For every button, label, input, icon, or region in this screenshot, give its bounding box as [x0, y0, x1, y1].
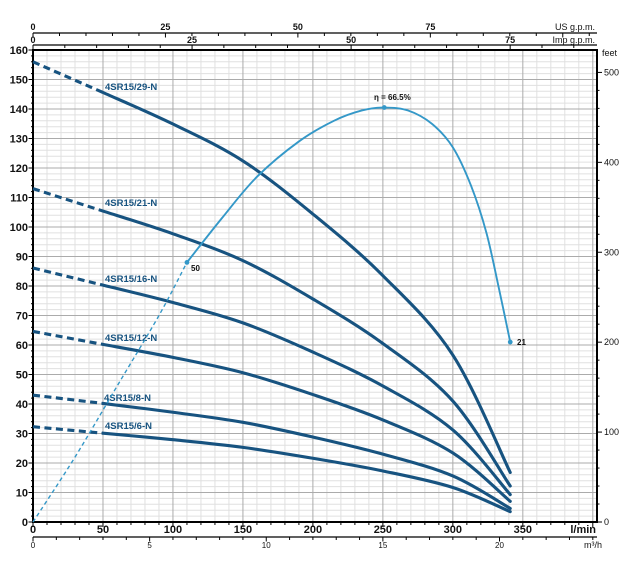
- axis-m3h: 0 5 10 15 20 m³/h: [31, 536, 602, 550]
- axis-meters-tick-label: 110: [10, 193, 28, 205]
- pump-curve-dashed-segment: [32, 425, 104, 435]
- axis-meters-tick-label: 50: [16, 370, 28, 382]
- axis-imp-gpm-tick-label: 0: [30, 35, 35, 45]
- axis-imp-gpm-unit-label: Imp g.p.m.: [552, 35, 595, 45]
- axis-us-gpm-tick-label: 75: [425, 22, 435, 32]
- pump-curve-dashed-segment: [32, 329, 104, 346]
- axis-meters-tick-label: 100: [10, 222, 28, 234]
- pump-curve-4sr15-16-n: 4SR15/16-N: [32, 266, 512, 497]
- axis-lmin-tick-label: 0: [30, 524, 36, 536]
- axis-meters-tick-label: 40: [16, 399, 28, 411]
- efficiency-curve: 50 η = 66.5% 21: [32, 93, 526, 523]
- axis-lmin-tick-label: 150: [234, 524, 252, 536]
- axis-meters-tick-label: 10: [16, 488, 28, 500]
- axis-meters-tick-label: 150: [10, 75, 28, 87]
- efficiency-annotation: 50: [191, 264, 200, 273]
- pump-curve-solid-segment: [101, 90, 512, 474]
- axis-lmin-tick-label: 200: [304, 524, 322, 536]
- efficiency-curve-solid-segment: [186, 106, 512, 343]
- axis-meters-tick-label: 80: [16, 281, 28, 293]
- axis-meters-tick-label: 130: [10, 134, 28, 146]
- axis-meters-tick-label: 160: [10, 45, 28, 57]
- efficiency-curve-dashed-segment: [32, 262, 188, 523]
- axis-meters-tick-label: 90: [16, 252, 28, 264]
- axis-lmin-tick-label: 100: [164, 524, 182, 536]
- pump-curve-4sr15-21-n: 4SR15/21-N: [32, 187, 512, 488]
- axis-feet-unit-label: feet: [602, 48, 618, 58]
- axis-m3h-tick-label: 20: [495, 541, 504, 550]
- axis-feet: 0 100 200 300 400 500 feet: [597, 48, 619, 527]
- efficiency-annotation: 21: [517, 338, 526, 347]
- axis-lmin: 0 50 100 150 200 250 300 350 l/min: [30, 522, 596, 536]
- axis-meters-tick-label: 120: [10, 163, 28, 175]
- efficiency-annotation: η = 66.5%: [374, 93, 411, 102]
- pump-curve-label: 4SR15/16-N: [105, 274, 157, 285]
- axis-feet-tick-label: 100: [604, 427, 619, 437]
- axis-imp-gpm-tick-label: 75: [505, 35, 515, 45]
- pump-curve-solid-segment: [101, 431, 512, 514]
- axis-imp-gpm-tick-label: 25: [187, 35, 197, 45]
- axis-m3h-tick-label: 5: [147, 541, 152, 550]
- axis-us-gpm-unit-label: US g.p.m.: [555, 22, 595, 32]
- pump-curve-solid-segment: [101, 342, 512, 503]
- axis-lmin-tick-label: 300: [444, 524, 462, 536]
- axis-m3h-unit-label: m³/h: [584, 540, 602, 550]
- pump-curve-label: 4SR15/8-N: [104, 393, 151, 404]
- pump-curve-label: 4SR15/29-N: [105, 82, 157, 93]
- pump-curve-solid-segment: [101, 209, 512, 488]
- pump-curve-4sr15-6-n: 4SR15/6-N: [32, 421, 512, 514]
- axis-meters-tick-label: 70: [16, 311, 28, 323]
- efficiency-point-marker: [381, 105, 387, 110]
- pump-curve-label: 4SR15/12-N: [105, 333, 157, 344]
- pump-curve-4sr15-12-n: 4SR15/12-N: [32, 329, 512, 503]
- pump-curve-dashed-segment: [32, 187, 104, 213]
- grid-major: [33, 50, 597, 522]
- axis-m3h-tick-label: 0: [31, 541, 36, 550]
- axis-meters-tick-label: 60: [16, 340, 28, 352]
- axis-us-gpm-tick-label: 0: [30, 22, 35, 32]
- axis-lmin-unit-label: l/min: [570, 524, 596, 536]
- pump-curve-4sr15-8-n: 4SR15/8-N: [32, 393, 512, 510]
- axis-m3h-tick-label: 15: [378, 541, 387, 550]
- axis-feet-tick-label: 300: [604, 247, 619, 257]
- axis-meters-tick-label: 30: [16, 429, 28, 441]
- pump-curve-solid-segment: [101, 283, 512, 497]
- axis-us-gpm-tick-label: 50: [293, 22, 303, 32]
- axis-meters-tick-label: 0: [22, 517, 28, 529]
- pump-curve-4sr15-29-n: 4SR15/29-N: [32, 60, 512, 474]
- pump-curve-dashed-segment: [32, 266, 104, 287]
- axis-imp-gpm: 0 25 50 75 Imp g.p.m.: [30, 35, 597, 50]
- axis-meters-tick-label: 140: [10, 104, 28, 116]
- axis-feet-tick-label: 500: [604, 67, 619, 77]
- axis-lmin-tick-label: 250: [374, 524, 392, 536]
- pump-curve-dashed-segment: [32, 60, 104, 94]
- axis-us-gpm: 0 25 50 75 US g.p.m.: [30, 22, 597, 38]
- axis-lmin-tick-label: 350: [514, 524, 532, 536]
- axis-m3h-tick-label: 10: [262, 541, 271, 550]
- axis-meters-tick-label: 20: [16, 458, 28, 470]
- pump-curve-solid-segment: [101, 401, 512, 510]
- pump-curve-label: 4SR15/21-N: [105, 198, 157, 209]
- axis-lmin-tick-label: 50: [97, 524, 109, 536]
- pump-curve-label: 4SR15/6-N: [105, 421, 152, 432]
- axis-imp-gpm-tick-label: 50: [346, 35, 356, 45]
- pump-curve-dashed-segment: [32, 393, 104, 405]
- axis-meters: 0 10 20 30 40 50 60 70 80 90 100 110 120 130 140 150 160: [10, 45, 33, 529]
- axis-feet-tick-label: 0: [604, 517, 609, 527]
- efficiency-point-marker: [184, 260, 190, 265]
- axis-feet-tick-label: 400: [604, 157, 619, 167]
- axis-us-gpm-tick-label: 25: [160, 22, 170, 32]
- axis-feet-tick-label: 200: [604, 337, 619, 347]
- efficiency-point-marker: [507, 339, 513, 345]
